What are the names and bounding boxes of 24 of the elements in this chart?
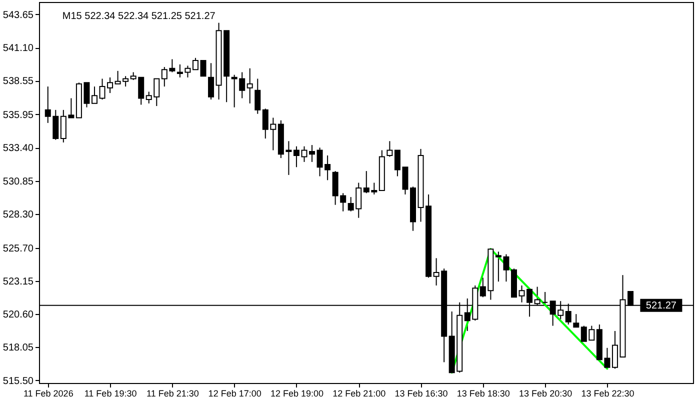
x-tick-label: 12 Feb 21:00 xyxy=(332,388,386,398)
y-tick-label: 525.70 xyxy=(2,243,34,254)
x-tick-label: 13 Feb 16:30 xyxy=(394,388,448,398)
y-tick-label: 530.85 xyxy=(2,176,34,188)
x-tick-label: 11 Feb 19:30 xyxy=(84,388,137,398)
x-tick-label: 11 Feb 21:30 xyxy=(146,388,199,398)
y-tick-label: 541.10 xyxy=(2,43,34,54)
y-tick-label: 520.60 xyxy=(2,310,34,321)
y-tick-label: 538.55 xyxy=(2,76,34,88)
y-tick-label: 518.05 xyxy=(2,342,34,354)
y-tick-label: 543.65 xyxy=(2,10,34,21)
y-tick-label: 523.15 xyxy=(2,276,34,288)
x-tick-label: 13 Feb 20:30 xyxy=(519,388,572,398)
ref-line-label: 521.27 xyxy=(646,300,677,312)
text: M15 522.34 522.34 521.25 521.27 xyxy=(62,11,216,22)
x-tick-label: 13 Feb 22:30 xyxy=(581,388,634,398)
y-tick-label: 533.40 xyxy=(2,143,34,154)
y-tick-label: 515.50 xyxy=(2,376,34,387)
x-tick-label: 13 Feb 18:30 xyxy=(456,388,510,398)
x-tick-label: 12 Feb 19:00 xyxy=(270,388,324,398)
y-tick-label: 535.95 xyxy=(2,110,34,121)
x-tick-label: 12 Feb 17:00 xyxy=(208,388,262,398)
x-tick-label: 11 Feb 2026 xyxy=(23,388,74,398)
y-tick-label: 528.30 xyxy=(2,209,34,220)
